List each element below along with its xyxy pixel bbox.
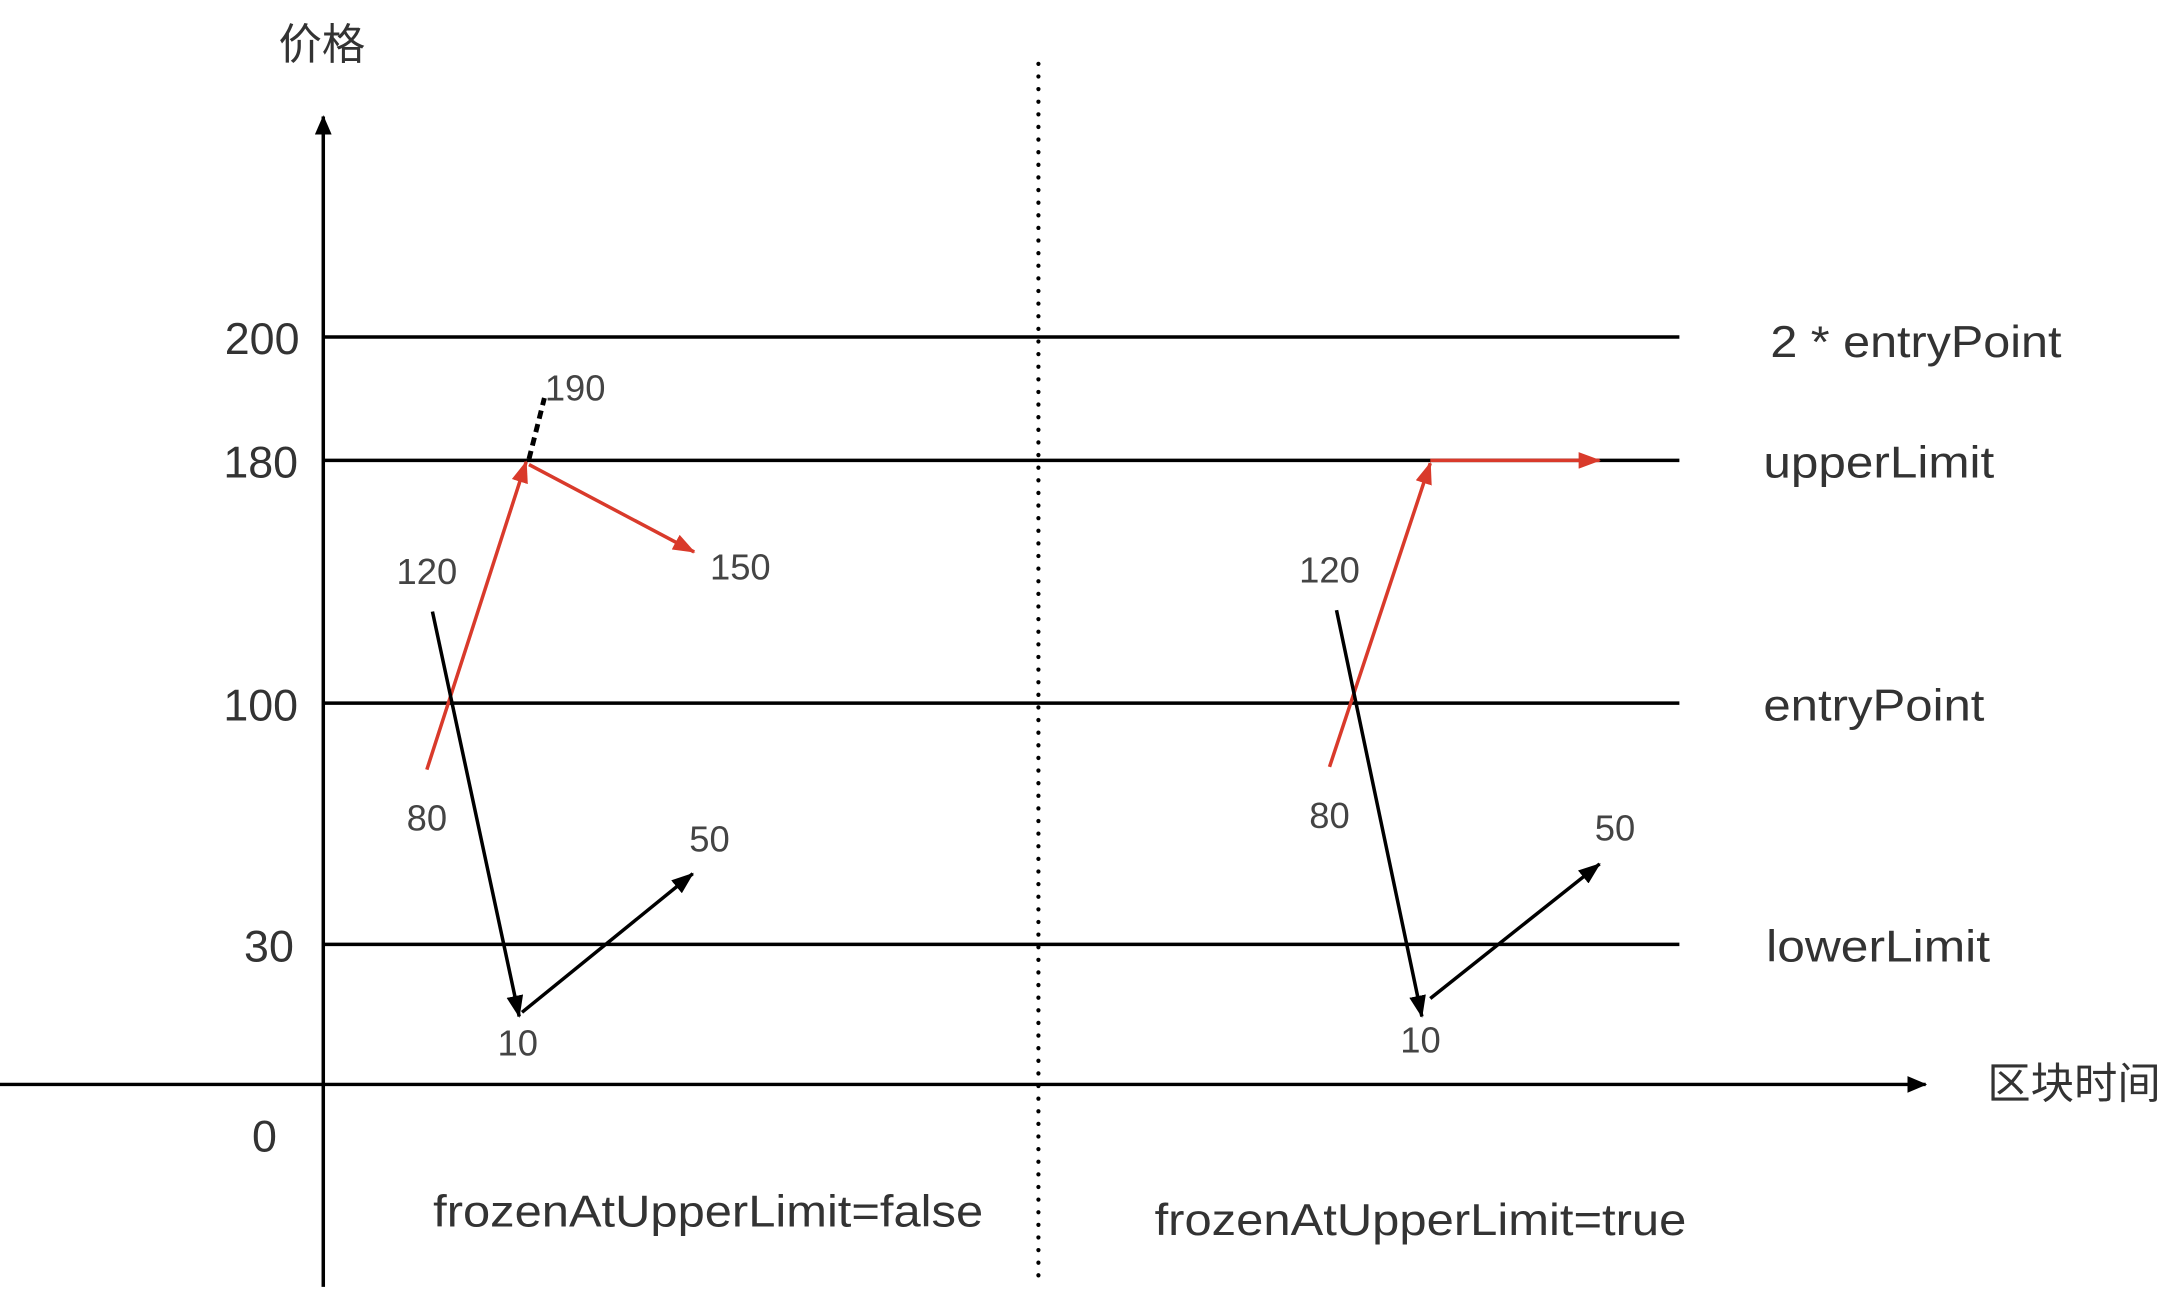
- left-rise-10-to-50-arrow: [520, 872, 694, 1014]
- left-overshoot-190-dashed: [526, 397, 547, 460]
- tick-label-100: 100: [223, 681, 298, 730]
- right-point-label-80: 80: [1309, 795, 1349, 836]
- level-label-upper-limit: upperLimit: [1763, 439, 1995, 488]
- level-label-entry-point: entryPoint: [1763, 681, 1985, 730]
- left-rise-80-to-upper-arrow: [425, 460, 528, 771]
- y-axis-label: 价格: [279, 21, 366, 71]
- left-point-label-80: 80: [407, 798, 447, 839]
- tick-label-30: 30: [244, 923, 294, 972]
- right-rise-10-to-50-arrow: [1429, 862, 1601, 1000]
- right-rise-80-to-upper-arrow: [1327, 461, 1432, 768]
- panel-left: 190 120 150 80 50 10 frozenAtUpperLimit=…: [396, 368, 983, 1237]
- left-point-label-150: 150: [710, 547, 771, 588]
- right-point-label-50: 50: [1595, 807, 1635, 848]
- right-panel-caption: frozenAtUpperLimit=true: [1155, 1196, 1687, 1245]
- left-point-label-50: 50: [689, 819, 729, 860]
- right-drop-120-to-10-arrow: [1334, 609, 1426, 1018]
- origin-tick-label: 0: [252, 1113, 277, 1162]
- left-panel-caption: frozenAtUpperLimit=false: [433, 1188, 983, 1237]
- tick-label-180: 180: [223, 439, 298, 488]
- left-drop-120-to-10-arrow: [430, 611, 524, 1018]
- right-point-label-10: 10: [1400, 1020, 1440, 1061]
- level-label-2x-entry-point: 2 * entryPoint: [1770, 318, 2062, 367]
- level-label-lower-limit: lowerLimit: [1766, 923, 1991, 972]
- left-point-label-190: 190: [545, 368, 606, 409]
- tick-label-200: 200: [225, 315, 300, 364]
- x-axis-label: 区块时间: [1987, 1060, 2160, 1110]
- panel-right: 120 80 50 10 frozenAtUpperLimit=true: [1155, 452, 1687, 1245]
- right-point-label-120: 120: [1299, 550, 1360, 591]
- left-point-label-10: 10: [498, 1022, 538, 1063]
- left-point-label-120: 120: [396, 551, 457, 592]
- left-drop-upper-to-150-arrow: [528, 463, 696, 554]
